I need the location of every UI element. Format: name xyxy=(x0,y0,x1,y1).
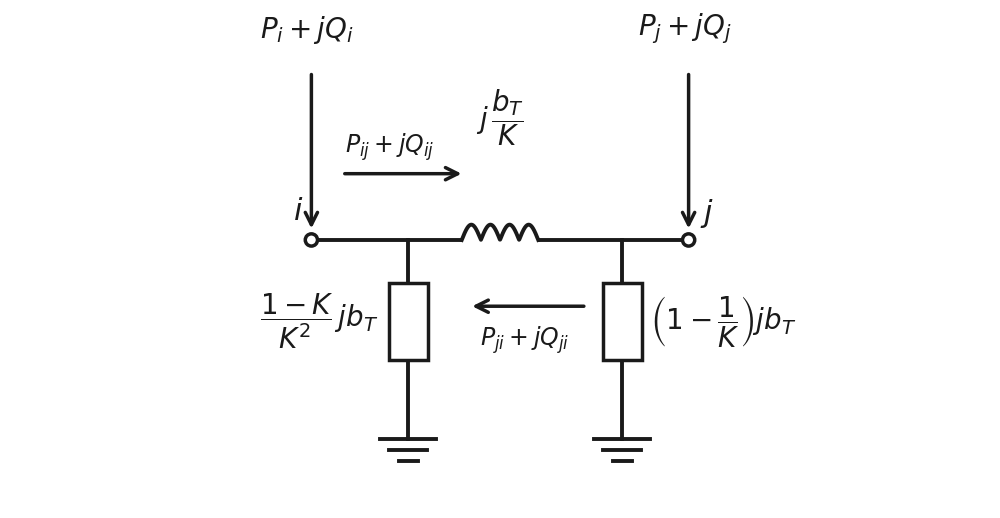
Text: $\left(1-\dfrac{1}{K}\right)jb_T$: $\left(1-\dfrac{1}{K}\right)jb_T$ xyxy=(650,294,797,349)
Text: $j$: $j$ xyxy=(700,197,714,230)
Bar xyxy=(603,283,642,359)
Text: $P_{ij}+jQ_{ij}$: $P_{ij}+jQ_{ij}$ xyxy=(345,132,434,164)
Bar xyxy=(389,283,428,359)
Text: $\dfrac{1-K}{K^2}\,jb_T$: $\dfrac{1-K}{K^2}\,jb_T$ xyxy=(260,292,379,351)
Text: $i$: $i$ xyxy=(293,196,304,227)
Circle shape xyxy=(682,234,695,246)
Text: $P_j+jQ_j$: $P_j+jQ_j$ xyxy=(638,11,732,46)
Text: $j\,\dfrac{b_T}{K}$: $j\,\dfrac{b_T}{K}$ xyxy=(476,88,524,148)
Text: $P_{ji}+jQ_{ji}$: $P_{ji}+jQ_{ji}$ xyxy=(480,324,569,356)
Text: $P_i+jQ_i$: $P_i+jQ_i$ xyxy=(260,15,354,46)
Circle shape xyxy=(305,234,318,246)
